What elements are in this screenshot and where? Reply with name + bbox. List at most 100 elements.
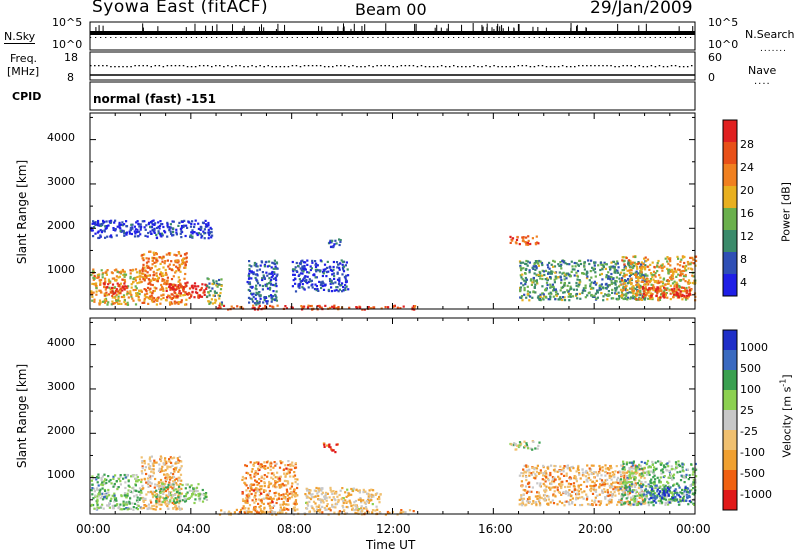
heatmap-cell bbox=[322, 282, 325, 285]
heatmap-cell bbox=[244, 477, 247, 480]
heatmap-cell bbox=[166, 476, 169, 479]
heatmap-cell bbox=[661, 269, 664, 272]
heatmap-cell bbox=[564, 492, 567, 495]
heatmap-cell bbox=[170, 301, 173, 304]
freq-dot bbox=[271, 66, 273, 68]
heatmap-cell bbox=[141, 301, 144, 304]
nsearch-dot bbox=[442, 37, 445, 38]
heatmap-cell bbox=[179, 467, 182, 470]
heatmap-cell bbox=[311, 286, 314, 289]
heatmap-cell bbox=[310, 493, 313, 496]
nsearch-dot bbox=[473, 37, 475, 38]
heatmap-cell bbox=[607, 271, 610, 274]
heatmap-cell bbox=[137, 490, 140, 493]
heatmap-cell bbox=[193, 282, 197, 285]
heatmap-cell bbox=[578, 281, 581, 284]
heatmap-cell bbox=[91, 493, 94, 496]
heatmap-cell bbox=[679, 264, 682, 267]
heatmap-cell bbox=[671, 282, 675, 285]
heatmap-cell bbox=[600, 283, 603, 286]
heatmap-cell bbox=[536, 447, 539, 450]
freq-dot bbox=[392, 66, 394, 68]
heatmap-cell bbox=[681, 286, 684, 289]
heatmap-cell bbox=[293, 474, 297, 477]
heatmap-cell bbox=[318, 498, 321, 501]
heatmap-cell bbox=[689, 256, 692, 259]
heatmap-cell bbox=[555, 293, 558, 296]
heatmap-cell bbox=[193, 501, 196, 505]
nsearch-dot bbox=[296, 37, 298, 38]
heatmap-cell bbox=[255, 291, 258, 294]
heatmap-cell bbox=[204, 283, 207, 286]
heatmap-cell bbox=[169, 230, 172, 233]
heatmap-cell bbox=[570, 260, 573, 263]
heatmap-cell bbox=[179, 282, 182, 285]
heatmap-cell bbox=[258, 488, 261, 491]
heatmap-cell bbox=[167, 474, 170, 477]
heatmap-cell bbox=[538, 259, 541, 263]
heatmap-cell bbox=[208, 282, 211, 285]
heatmap-cell bbox=[338, 243, 341, 247]
heatmap-cell bbox=[173, 502, 176, 505]
heatmap-cell bbox=[335, 289, 338, 292]
heatmap-cell bbox=[611, 474, 615, 477]
heatmap-cell bbox=[555, 294, 558, 297]
heatmap-cell bbox=[114, 474, 117, 477]
heatmap-cell bbox=[642, 280, 645, 283]
freq-dot bbox=[170, 65, 173, 67]
heatmap-cell bbox=[341, 273, 344, 276]
heatmap-cell bbox=[280, 462, 283, 465]
heatmap-cell bbox=[119, 480, 122, 483]
heatmap-cell bbox=[296, 486, 299, 490]
heatmap-cell bbox=[687, 263, 690, 266]
heatmap-cell bbox=[161, 232, 164, 235]
heatmap-cell bbox=[601, 466, 604, 469]
heatmap-cell bbox=[329, 269, 332, 272]
heatmap-cell bbox=[143, 477, 146, 480]
heatmap-cell bbox=[653, 274, 656, 277]
heatmap-cell bbox=[265, 496, 268, 500]
heatmap-cell bbox=[160, 298, 163, 301]
freq-dot bbox=[606, 65, 608, 67]
heatmap-cell bbox=[575, 498, 578, 501]
heatmap-cell bbox=[523, 464, 526, 467]
heatmap-cell bbox=[101, 487, 104, 490]
heatmap-cell bbox=[132, 277, 135, 281]
heatmap-cell bbox=[274, 276, 277, 279]
heatmap-cell bbox=[617, 481, 620, 485]
heatmap-cell bbox=[286, 499, 289, 502]
heatmap-cell bbox=[141, 465, 144, 468]
freq-dot bbox=[247, 66, 249, 68]
heatmap-cell bbox=[203, 237, 206, 240]
heatmap-cell bbox=[248, 301, 251, 304]
heatmap-cell bbox=[271, 506, 274, 509]
heatmap-cell bbox=[684, 298, 688, 301]
heatmap-cell bbox=[177, 484, 180, 487]
heatmap-cell bbox=[138, 487, 142, 490]
heatmap-cell bbox=[123, 473, 126, 477]
heatmap-cell bbox=[620, 296, 624, 299]
heatmap-cell bbox=[144, 276, 147, 279]
heatmap-cell bbox=[317, 494, 320, 498]
heatmap-cell bbox=[315, 505, 318, 508]
heatmap-cell bbox=[259, 490, 262, 494]
heatmap-cell bbox=[626, 296, 630, 299]
nsky-spike bbox=[537, 26, 539, 31]
heatmap-cell bbox=[570, 483, 573, 486]
heatmap-cell bbox=[208, 294, 211, 297]
heatmap-cell bbox=[179, 483, 182, 486]
heatmap-cell bbox=[520, 485, 523, 488]
heatmap-cell bbox=[533, 272, 536, 275]
heatmap-cell bbox=[569, 495, 572, 498]
heatmap-cell bbox=[511, 237, 515, 240]
heatmap-cell bbox=[193, 285, 196, 288]
heatmap-cell bbox=[342, 260, 345, 263]
nsearch-dot bbox=[140, 37, 142, 38]
heatmap-cell bbox=[582, 497, 585, 500]
heatmap-cell bbox=[148, 281, 151, 284]
freq-dot bbox=[477, 66, 479, 68]
heatmap-cell bbox=[593, 281, 596, 285]
heatmap-cell bbox=[551, 476, 554, 479]
heatmap-cell bbox=[564, 500, 567, 503]
heatmap-cell bbox=[204, 231, 207, 235]
